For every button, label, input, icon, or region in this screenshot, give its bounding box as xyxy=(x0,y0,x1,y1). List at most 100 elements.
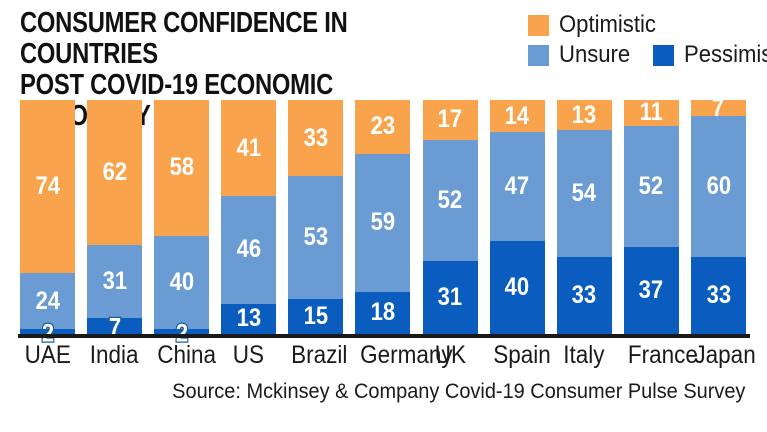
bar-column[interactable]: 13 54 33 xyxy=(556,100,612,334)
bar-value-label: 15 xyxy=(303,302,329,331)
bar-value-label: 58 xyxy=(169,153,194,182)
bar-segment-unsure[interactable]: 54 xyxy=(556,130,612,257)
bar-value-label: 47 xyxy=(504,172,530,201)
bar-value-label: 17 xyxy=(437,105,463,134)
bar-segment-unsure[interactable]: 47 xyxy=(489,132,545,242)
bar-segment-unsure[interactable]: 31 xyxy=(87,245,143,318)
bar-segment-pessimistic[interactable]: 2 xyxy=(154,319,210,347)
bar-segment-pessimistic[interactable]: 7 xyxy=(87,314,143,341)
legend-swatch-pessimistic-icon xyxy=(653,44,675,66)
bar-value-label: 23 xyxy=(370,112,396,141)
bar-value-label: 2 xyxy=(40,319,55,347)
legend-label-pessimistic: Pessimistic xyxy=(684,41,767,68)
bar-value-label: 37 xyxy=(639,276,664,305)
legend-label-unsure: Unsure xyxy=(559,41,631,68)
x-axis-label-uae: UAE xyxy=(24,341,71,369)
bar-segment-optimistic[interactable]: 17 xyxy=(422,100,478,140)
chart-plot-area: 7424262317584024146133353152359181752311… xyxy=(20,95,746,347)
bar-value-label: 33 xyxy=(303,123,329,152)
bar-column[interactable]: 17 52 31 xyxy=(422,100,478,334)
bar-value-label: 11 xyxy=(639,98,663,127)
x-axis-label-uk: UK xyxy=(434,341,466,369)
bar-value-label: 40 xyxy=(169,268,194,297)
x-axis-label-germany: Germany xyxy=(360,341,454,369)
legend-item-optimistic[interactable]: Optimistic xyxy=(528,13,664,37)
bar-column[interactable]: 11 52 37 xyxy=(623,98,679,334)
bar-segment-unsure[interactable]: 59 xyxy=(355,153,411,292)
bar-segment-unsure[interactable]: 53 xyxy=(288,176,344,300)
x-axis-label-france: France xyxy=(627,341,698,369)
bar-value-label: 31 xyxy=(102,266,127,295)
bar-segment-unsure[interactable]: 52 xyxy=(422,139,478,262)
legend-row-1: Optimistic xyxy=(528,10,767,40)
bar-value-label: 52 xyxy=(639,172,664,201)
bar-segment-optimistic[interactable]: 58 xyxy=(154,100,210,236)
x-axis-label-india: India xyxy=(90,341,139,369)
bar-column[interactable]: 23 59 18 xyxy=(355,100,411,334)
bar-segment-pessimistic[interactable]: 13 xyxy=(221,303,277,334)
bar-column[interactable]: 58 40 2 xyxy=(154,100,210,347)
bar-segment-optimistic[interactable]: 33 xyxy=(288,100,344,177)
bar-value-label: 46 xyxy=(236,235,262,264)
bar-segment-pessimistic[interactable]: 33 xyxy=(690,256,746,334)
bar-column[interactable]: 14 47 40 xyxy=(489,100,545,334)
x-axis-label-italy: Italy xyxy=(563,341,605,369)
x-axis-line xyxy=(18,334,750,338)
bar-value-label: 41 xyxy=(236,133,262,162)
chart-header: CONSUMER CONFIDENCE IN COUNTRIES POST CO… xyxy=(0,0,767,132)
legend-row-2: Unsure Pessimistic xyxy=(528,40,767,70)
chart-legend: Optimistic Unsure Pessimistic xyxy=(528,10,767,88)
bar-segment-optimistic[interactable]: 41 xyxy=(221,100,277,196)
bar-segment-pessimistic[interactable]: 15 xyxy=(288,299,344,334)
bar-segment-unsure[interactable]: 46 xyxy=(221,195,277,304)
x-axis-label-brazil: Brazil xyxy=(291,341,348,369)
bar-value-label: 2 xyxy=(174,319,189,347)
bar-value-label: 33 xyxy=(706,280,731,309)
bar-value-label: 62 xyxy=(102,158,127,187)
bar-segment-pessimistic[interactable]: 40 xyxy=(489,241,545,334)
bar-segment-pessimistic[interactable]: 37 xyxy=(623,247,679,334)
x-axis-labels: UAE India China US Brazil Germany UK Spain Italy… xyxy=(20,340,756,372)
bar-segment-optimistic[interactable]: 11 xyxy=(623,98,679,127)
bar-column[interactable]: 33 53 15 xyxy=(288,100,344,334)
bar-segment-pessimistic[interactable]: 31 xyxy=(422,261,478,334)
bar-column[interactable]: 7 60 33 xyxy=(690,95,746,334)
bar-column[interactable]: 41 46 13 xyxy=(221,100,277,334)
bar-value-label: 59 xyxy=(370,208,396,237)
bar-segment-pessimistic[interactable]: 2 xyxy=(20,319,75,347)
legend-swatch-unsure-icon xyxy=(528,44,549,66)
bar-segment-pessimistic[interactable]: 33 xyxy=(556,256,612,334)
bar-value-label: 40 xyxy=(504,273,530,302)
bar-value-label: 14 xyxy=(504,101,530,130)
bar-segment-optimistic[interactable]: 23 xyxy=(355,100,411,154)
source-note: Source: Mckinsey & Company Covid-19 Cons… xyxy=(171,380,745,403)
bar-segment-unsure[interactable]: 60 xyxy=(690,116,746,257)
bar-segment-optimistic[interactable]: 74 xyxy=(20,100,75,274)
legend-label-optimistic: Optimistic xyxy=(559,11,656,38)
bar-value-label: 31 xyxy=(437,283,463,312)
bar-value-label: 54 xyxy=(572,179,597,208)
bar-segment-unsure[interactable]: 40 xyxy=(154,235,210,330)
bar-segment-optimistic[interactable]: 7 xyxy=(690,95,746,120)
x-axis-label-us: US xyxy=(233,341,265,369)
bar-value-label: 33 xyxy=(572,280,597,309)
legend-item-pessimistic[interactable]: Pessimistic xyxy=(653,43,767,67)
bar-segment-unsure[interactable]: 52 xyxy=(623,125,679,248)
bar-segment-optimistic[interactable]: 14 xyxy=(489,100,545,133)
bar-value-label: 7 xyxy=(712,93,725,122)
legend-item-unsure[interactable]: Unsure xyxy=(528,43,636,67)
bar-value-label: 18 xyxy=(370,298,396,327)
bar-segment-unsure[interactable]: 24 xyxy=(20,273,75,330)
legend-swatch-optimistic-icon xyxy=(528,14,549,36)
bar-column[interactable]: 74 24 2 xyxy=(20,100,75,347)
bar-segment-pessimistic[interactable]: 18 xyxy=(355,291,411,334)
bar-value-label: 60 xyxy=(706,172,731,201)
bar-value-label: 74 xyxy=(35,172,60,201)
bar-column[interactable]: 62 31 7 xyxy=(87,100,143,341)
bar-value-label: 53 xyxy=(303,223,329,252)
bar-segment-optimistic[interactable]: 13 xyxy=(556,100,612,131)
x-axis-label-japan: Japan xyxy=(694,341,756,369)
x-axis-label-spain: Spain xyxy=(492,341,551,369)
bar-segment-optimistic[interactable]: 62 xyxy=(87,100,143,246)
x-axis-label-china: China xyxy=(157,341,217,369)
